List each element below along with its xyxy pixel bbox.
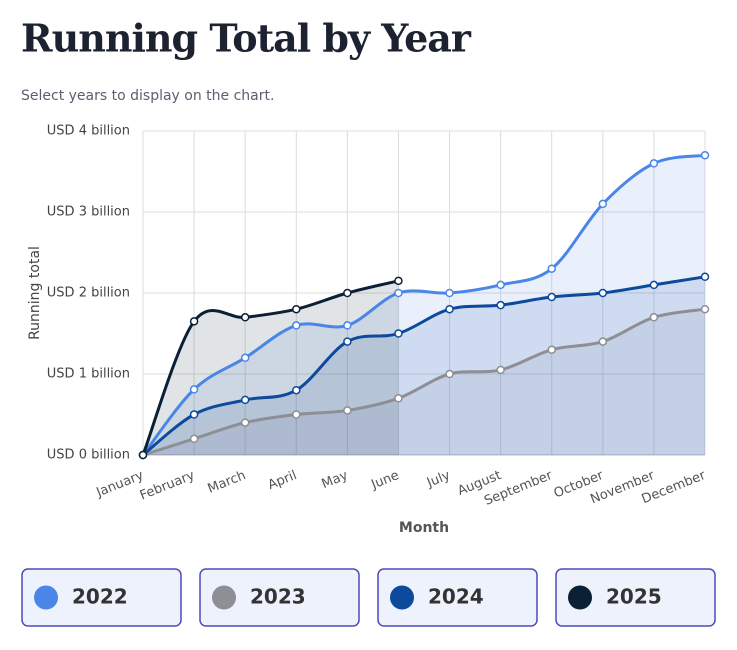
point [598,199,608,209]
point [343,288,352,298]
point [547,292,556,302]
point [292,385,301,395]
point [189,317,199,326]
legend-button[interactable]: 2023 [199,568,360,627]
legend-swatch [568,585,592,610]
line [141,153,706,456]
x-tick-label: July [424,468,453,491]
point [496,280,505,290]
point [240,313,250,322]
x-tick-label: June [368,468,401,493]
y-tick-label: USD 3 billion [47,205,130,220]
x-tick-label: April [266,468,299,493]
y-tick-label: USD 1 billion [47,367,130,382]
y-tick-label: USD 4 billion [47,124,130,139]
point [138,450,148,460]
legend-swatch [390,585,414,610]
x-tick-label: March [206,468,248,497]
legend-swatch [212,585,236,610]
point [394,394,403,403]
point [598,288,608,298]
point [547,264,556,273]
point [598,337,608,346]
point [189,385,199,394]
area [143,309,705,455]
point [240,353,250,363]
point [547,345,556,354]
point [292,304,301,314]
x-tick-label: February [138,468,197,504]
point [649,313,659,322]
area [143,276,705,455]
point [394,276,403,286]
point [343,321,352,330]
legend-button-box[interactable] [21,568,182,627]
point [700,304,710,314]
legend-button[interactable]: 2025 [555,568,716,627]
point [343,406,352,415]
legend-label: 2024 [428,585,484,609]
point [240,418,250,427]
x-tick-label: May [320,468,351,492]
chart-title: Running Total by Year [21,16,472,61]
point [189,410,199,419]
point [700,272,710,282]
point [292,410,301,419]
point [445,369,454,379]
legend-button[interactable]: 2022 [21,568,182,627]
legend-swatch [34,585,58,610]
legend-label: 2022 [72,585,128,609]
point [394,329,403,338]
area [143,280,399,455]
y-tick-label: USD 0 billion [47,448,130,463]
line [142,307,706,457]
point [445,288,454,298]
legend-button-box[interactable] [555,568,716,627]
chart-subtitle: Select years to display on the chart. [21,88,274,104]
area [143,155,705,456]
point [700,151,710,160]
point [292,321,301,330]
x-axis-title: Month [399,520,449,536]
point [240,395,250,405]
point [445,304,454,314]
legend-label: 2023 [250,585,306,609]
legend-label: 2025 [606,585,662,609]
legend-button-box[interactable] [199,568,360,627]
y-axis-title: Running total [27,246,43,340]
point [649,280,659,290]
point [189,434,199,444]
point [649,159,659,168]
y-tick-label: USD 2 billion [47,286,130,301]
point [394,288,403,298]
point [343,337,352,346]
point [496,300,505,310]
legend-button[interactable]: 2024 [377,568,538,627]
x-tick-label: January [94,468,147,501]
legend-button-box[interactable] [377,568,538,627]
point [496,365,505,375]
